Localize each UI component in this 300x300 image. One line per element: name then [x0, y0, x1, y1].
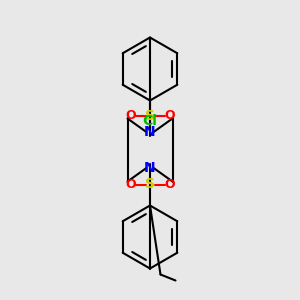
Text: S: S [145, 178, 155, 191]
Text: O: O [164, 178, 175, 191]
Text: O: O [125, 109, 136, 122]
Text: N: N [144, 161, 156, 175]
Text: N: N [144, 125, 156, 139]
Text: Cl: Cl [142, 114, 158, 128]
Text: O: O [164, 109, 175, 122]
Text: S: S [145, 109, 155, 122]
Text: O: O [125, 178, 136, 191]
